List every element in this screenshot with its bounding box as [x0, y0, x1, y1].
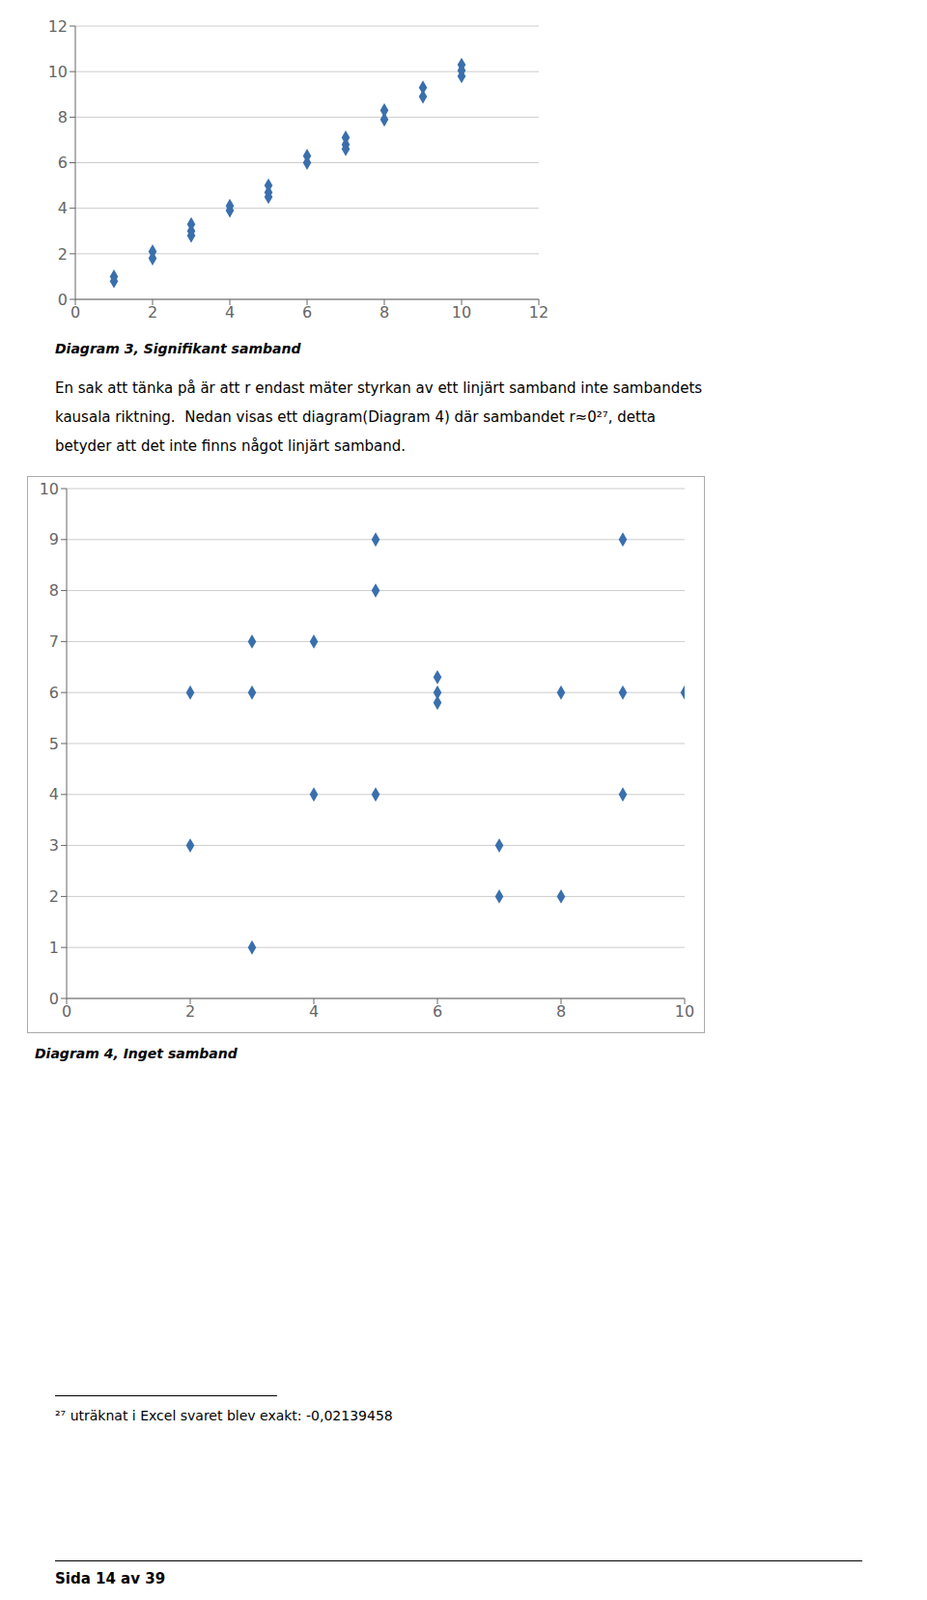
svg-text:6: 6: [49, 683, 59, 703]
svg-text:2: 2: [57, 245, 68, 264]
svg-text:8: 8: [49, 581, 59, 600]
svg-text:10: 10: [48, 62, 68, 82]
svg-text:8: 8: [556, 1002, 566, 1021]
html-text:²⁷ uträknat i Excel svaret ble: ²⁷ uträknat i Excel svaret blev exakt: -…: [55, 1407, 393, 1424]
svg-text:2: 2: [185, 1002, 196, 1021]
svg-text:12: 12: [48, 17, 68, 36]
svg-text:7: 7: [49, 632, 59, 651]
svg-text:2: 2: [147, 303, 158, 322]
svg-text:4: 4: [309, 1002, 319, 1021]
svg-text:9: 9: [49, 530, 59, 549]
svg-text:8: 8: [57, 108, 68, 127]
html-text:Sida 14 av 39: Sida 14 av 39: [55, 1570, 166, 1588]
svg-text:0: 0: [70, 303, 81, 322]
html-text:Diagram 3, Signifikant samband: Diagram 3, Signifikant samband: [55, 340, 301, 357]
svg-text:6: 6: [57, 153, 68, 172]
svg-text:0: 0: [57, 290, 68, 309]
svg-text:0: 0: [61, 1002, 72, 1021]
svg-text:10: 10: [451, 303, 472, 322]
svg-text:3: 3: [49, 836, 59, 855]
svg-text:6: 6: [302, 303, 312, 322]
svg-text:4: 4: [224, 303, 235, 322]
svg-text:8: 8: [379, 303, 390, 322]
svg-text:2: 2: [49, 887, 59, 906]
svg-text:1: 1: [49, 938, 59, 957]
svg-text:12: 12: [529, 303, 549, 322]
svg-text:6: 6: [432, 1002, 443, 1021]
svg-text:10: 10: [39, 479, 59, 499]
svg-text:10: 10: [674, 1002, 695, 1021]
html-text:betyder att det inte finns någ: betyder att det inte finns något linjärt…: [55, 437, 406, 455]
svg-text:0: 0: [49, 989, 59, 1009]
svg-text:4: 4: [57, 198, 68, 218]
html-text:En sak att tänka på är att r e: En sak att tänka på är att r endast mäte…: [55, 379, 703, 397]
svg-text:5: 5: [49, 734, 59, 754]
html-text:Diagram 4, Inget samband: Diagram 4, Inget samband: [34, 1045, 238, 1062]
html-text:kausala riktning. Nedan visas: kausala riktning. Nedan visas ett diagra…: [55, 408, 656, 426]
svg-text:4: 4: [49, 785, 59, 804]
